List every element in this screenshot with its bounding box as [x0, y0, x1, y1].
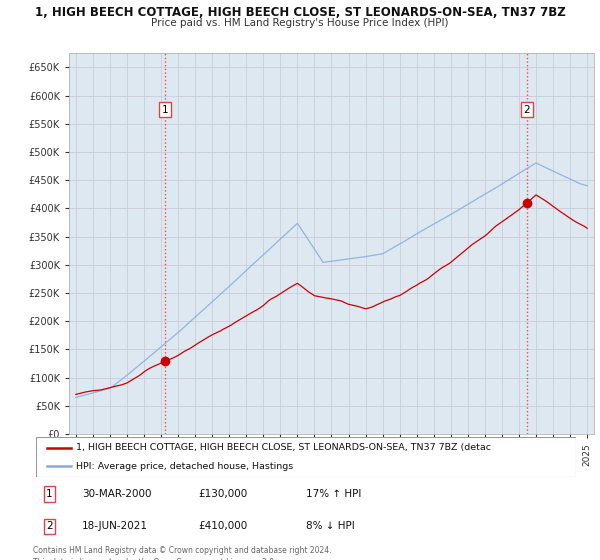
Text: 17% ↑ HPI: 17% ↑ HPI: [306, 489, 361, 499]
Text: 2: 2: [46, 521, 53, 531]
Text: 1: 1: [162, 105, 169, 115]
Text: £130,000: £130,000: [198, 489, 247, 499]
Text: 1, HIGH BEECH COTTAGE, HIGH BEECH CLOSE, ST LEONARDS-ON-SEA, TN37 7BZ (detac: 1, HIGH BEECH COTTAGE, HIGH BEECH CLOSE,…: [77, 443, 491, 452]
Text: HPI: Average price, detached house, Hastings: HPI: Average price, detached house, Hast…: [77, 462, 294, 471]
Text: Price paid vs. HM Land Registry's House Price Index (HPI): Price paid vs. HM Land Registry's House …: [151, 18, 449, 28]
Text: 2: 2: [524, 105, 530, 115]
Text: 30-MAR-2000: 30-MAR-2000: [82, 489, 151, 499]
Text: 1: 1: [46, 489, 53, 499]
Text: 18-JUN-2021: 18-JUN-2021: [82, 521, 148, 531]
Text: Contains HM Land Registry data © Crown copyright and database right 2024.
This d: Contains HM Land Registry data © Crown c…: [33, 546, 331, 560]
Text: 8% ↓ HPI: 8% ↓ HPI: [306, 521, 355, 531]
Text: £410,000: £410,000: [198, 521, 247, 531]
Text: 1, HIGH BEECH COTTAGE, HIGH BEECH CLOSE, ST LEONARDS-ON-SEA, TN37 7BZ: 1, HIGH BEECH COTTAGE, HIGH BEECH CLOSE,…: [35, 6, 565, 18]
